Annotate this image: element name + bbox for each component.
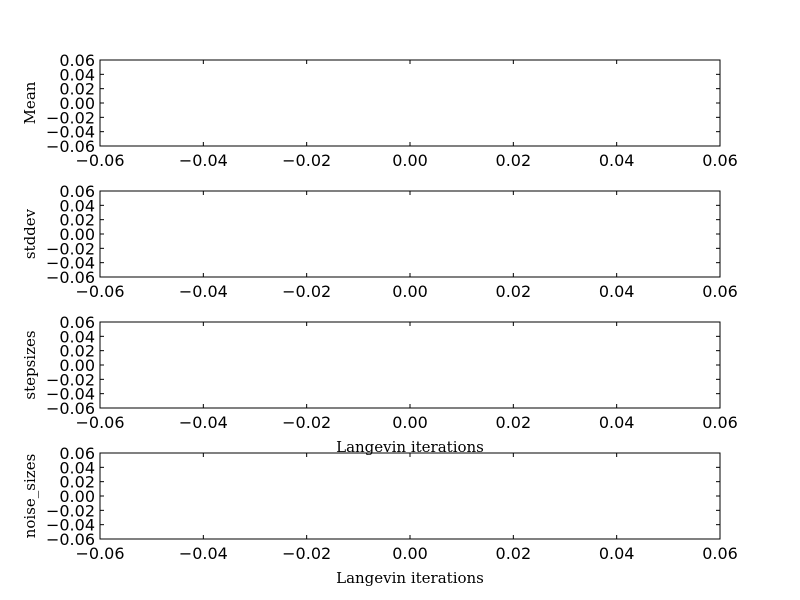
x-tick-label: 0.04: [599, 151, 635, 170]
y-tick-label: −0.04: [46, 123, 95, 142]
x-tick-label: 0.02: [496, 544, 532, 563]
x-tick-label: −0.02: [282, 151, 331, 170]
subplot-4: −0.06 −0.04 −0.02 0.00 0.02 0.04 0.060.060.040…: [21, 444, 738, 587]
x-tick-label: 0.02: [496, 282, 532, 301]
y-tick-label: 0.00: [59, 225, 95, 244]
y-tick-label: 0.00: [59, 94, 95, 113]
x-tick-label: 0.06: [702, 151, 738, 170]
y-tick-label: −0.02: [46, 239, 95, 258]
y-tick-label: −0.06: [46, 530, 95, 549]
x-axis-label: Langevin iterations: [336, 569, 484, 587]
x-tick-label: −0.06: [75, 151, 124, 170]
y-tick-label: 0.04: [59, 196, 95, 215]
x-tick-label: 0.00: [392, 282, 428, 301]
y-tick-label: 0.04: [59, 65, 95, 84]
y-tick-label: 0.06: [59, 182, 95, 201]
x-tick-label: 0.00: [392, 413, 428, 432]
x-tick-label: −0.06: [75, 544, 124, 563]
y-tick-label: 0.00: [59, 487, 95, 506]
x-tick-label: −0.02: [282, 282, 331, 301]
x-tick-label: 0.04: [599, 282, 635, 301]
y-axis-label: Mean: [21, 81, 39, 124]
y-tick-label: −0.04: [46, 385, 95, 404]
x-axis-label: Langevin iterations: [336, 438, 484, 456]
y-tick-label: 0.06: [59, 313, 95, 332]
y-tick-label: 0.04: [59, 458, 95, 477]
y-tick-label: −0.04: [46, 254, 95, 273]
y-tick-label: 0.06: [59, 51, 95, 70]
subplot-1: −0.06 −0.04 −0.02 0.00 0.02 0.04 0.060.060.040…: [21, 51, 738, 170]
y-tick-label: 0.04: [59, 327, 95, 346]
x-tick-label: 0.00: [392, 544, 428, 563]
x-tick-label: 0.00: [392, 151, 428, 170]
x-tick-label: 0.06: [702, 413, 738, 432]
x-tick-label: −0.04: [179, 544, 228, 563]
axes-frame: [99, 59, 721, 147]
x-tick-label: 0.04: [599, 413, 635, 432]
x-tick-label: −0.04: [179, 282, 228, 301]
y-tick-label: −0.06: [46, 399, 95, 418]
x-tick-label: 0.02: [496, 413, 532, 432]
x-tick-label: 0.04: [599, 544, 635, 563]
y-tick-label: 0.00: [59, 356, 95, 375]
subplot-3: −0.06 −0.04 −0.02 0.00 0.02 0.04 0.060.060.040…: [21, 313, 738, 456]
y-tick-label: −0.06: [46, 137, 95, 156]
x-tick-label: −0.04: [179, 151, 228, 170]
y-tick-label: −0.06: [46, 268, 95, 287]
y-tick-label: −0.02: [46, 370, 95, 389]
axes-frame: [99, 321, 721, 409]
y-tick-label: 0.02: [59, 473, 95, 492]
y-tick-label: 0.02: [59, 80, 95, 99]
subplot-2: −0.06 −0.04 −0.02 0.00 0.02 0.04 0.060.060.040…: [21, 182, 738, 301]
y-tick-label: −0.02: [46, 108, 95, 127]
x-tick-label: −0.04: [179, 413, 228, 432]
y-tick-label: 0.06: [59, 444, 95, 463]
y-tick-label: −0.02: [46, 501, 95, 520]
y-tick-label: 0.02: [59, 211, 95, 230]
x-tick-label: 0.06: [702, 544, 738, 563]
x-tick-label: −0.06: [75, 282, 124, 301]
y-axis-label: stddev: [21, 208, 39, 259]
x-tick-label: −0.02: [282, 544, 331, 563]
axes-frame: [99, 452, 721, 540]
x-tick-label: −0.02: [282, 413, 331, 432]
x-tick-label: −0.06: [75, 413, 124, 432]
axes-frame: [99, 190, 721, 278]
y-axis-label: noise_sizes: [21, 454, 39, 539]
y-tick-label: −0.04: [46, 516, 95, 535]
y-axis-label: stepsizes: [21, 330, 39, 399]
y-tick-label: 0.02: [59, 342, 95, 361]
x-tick-label: 0.06: [702, 282, 738, 301]
x-tick-label: 0.02: [496, 151, 532, 170]
